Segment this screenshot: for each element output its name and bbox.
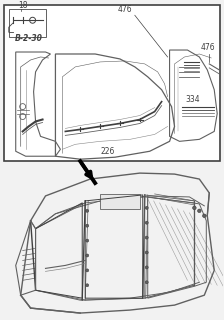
Text: 18: 18: [18, 1, 27, 10]
Bar: [100, 194, 140, 209]
Circle shape: [145, 266, 148, 269]
Circle shape: [86, 224, 89, 227]
Text: 334: 334: [185, 95, 200, 104]
Circle shape: [86, 269, 89, 272]
Text: 476: 476: [201, 43, 215, 52]
Circle shape: [198, 209, 201, 212]
Text: 226: 226: [101, 147, 115, 156]
Text: 476: 476: [118, 5, 132, 14]
Circle shape: [145, 281, 148, 284]
Circle shape: [202, 214, 206, 218]
Bar: [4, 5, 220, 161]
Circle shape: [86, 239, 89, 242]
Text: B-2-30: B-2-30: [15, 34, 43, 43]
Circle shape: [193, 206, 196, 210]
Circle shape: [86, 209, 89, 212]
Circle shape: [86, 254, 89, 257]
Circle shape: [145, 236, 148, 239]
Circle shape: [86, 284, 89, 287]
Circle shape: [145, 251, 148, 254]
Circle shape: [145, 206, 148, 209]
Circle shape: [145, 221, 148, 224]
Bar: [9, 9, 47, 37]
